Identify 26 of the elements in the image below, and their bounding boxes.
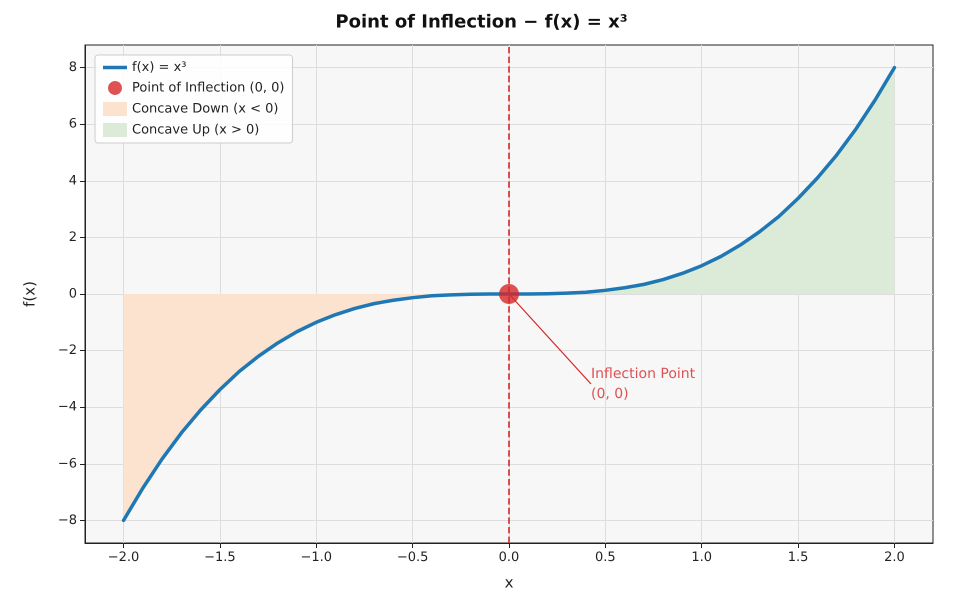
y-tick-label: 4 <box>68 173 77 188</box>
annotation: Inflection Point (0, 0) <box>591 366 696 402</box>
x-tick-label: −2.0 <box>108 550 140 565</box>
x-tick-label: −1.5 <box>204 550 236 565</box>
x-tick-label: 2.0 <box>884 550 905 565</box>
x-tick-label: 1.5 <box>788 550 808 565</box>
y-tick-label: 2 <box>68 230 77 245</box>
legend-label: f(x) = x³ <box>132 60 186 75</box>
chart-title: Point of Inflection − f(x) = x³ <box>335 12 628 32</box>
y-tick-label: −2 <box>58 343 77 358</box>
legend-label: Concave Down (x < 0) <box>132 102 278 116</box>
y-tick-label: −8 <box>58 512 77 528</box>
y-tick-label: 8 <box>68 60 77 76</box>
x-tick-label: 0.0 <box>498 550 520 565</box>
y-axis-title: f(x) <box>20 281 38 307</box>
y-tick-label: −6 <box>58 456 77 472</box>
y-tick-label: −4 <box>58 400 77 415</box>
x-axis-title: x <box>504 574 514 592</box>
x-tick-label: −0.5 <box>396 550 428 565</box>
x-tick-label: 1.0 <box>691 550 712 565</box>
x-tick-label: −1.0 <box>300 550 332 565</box>
x-tick-label: 0.5 <box>595 550 616 565</box>
legend-label: Concave Up (x > 0) <box>132 122 260 138</box>
legend-label: Point of Inflection (0, 0) <box>132 80 284 96</box>
y-tick-label: 6 <box>68 116 77 132</box>
y-tick-label: 0 <box>68 286 77 302</box>
